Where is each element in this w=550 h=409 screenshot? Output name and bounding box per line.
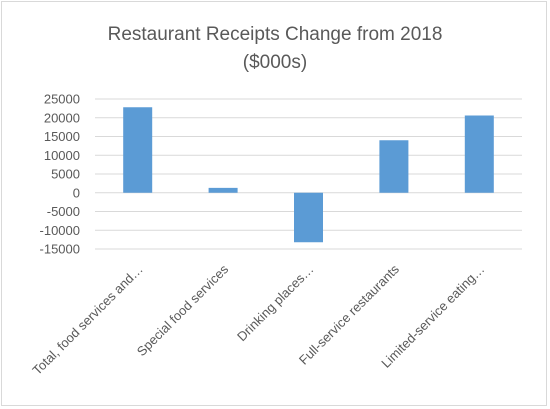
y-tick-label: -10000 [40, 223, 80, 238]
y-tick-label: 10000 [44, 148, 80, 163]
y-tick-label: -15000 [40, 242, 80, 257]
bars [123, 107, 494, 243]
y-tick-label: 25000 [44, 92, 80, 107]
bar [379, 140, 409, 193]
x-category-label: Total, food services and… [29, 262, 145, 378]
y-tick-label: 15000 [44, 129, 80, 144]
x-category-label: Special food services [134, 261, 232, 359]
y-tick-label: 0 [73, 185, 80, 200]
bar [208, 187, 238, 193]
y-tick-label: 20000 [44, 110, 80, 125]
x-axis-category-labels: Total, food services and…Special food se… [29, 261, 487, 378]
chart-subtitle: ($000s) [242, 52, 308, 73]
y-axis-tick-labels: 25000 20000 15000 10000 5000 0 -5000 -10000 -150… [40, 92, 80, 257]
x-category-label: Drinking places… [234, 262, 317, 345]
chart-title: Restaurant Receipts Change from 2018 [107, 24, 443, 45]
bar [464, 115, 494, 193]
y-tick-label: -5000 [47, 204, 80, 219]
y-tick-label: 5000 [51, 167, 80, 182]
bar [123, 107, 153, 193]
bar [294, 192, 323, 243]
